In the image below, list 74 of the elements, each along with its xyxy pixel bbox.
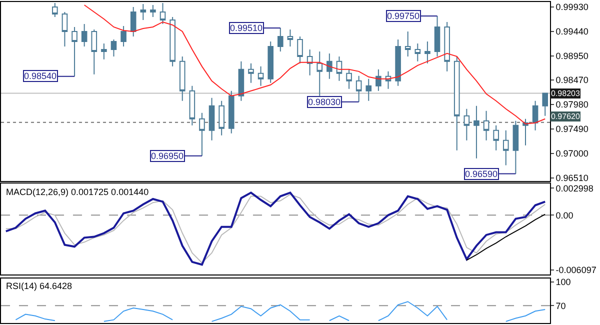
candlestick — [258, 66, 264, 86]
candlestick — [464, 108, 470, 141]
y-tick-label: 0.97000 — [556, 148, 588, 158]
chart-title: RSI(14) 64.6428 — [6, 281, 72, 291]
candlestick — [278, 27, 284, 52]
y-tick-label: 0.97490 — [556, 124, 588, 134]
candlestick — [160, 2, 166, 24]
annotation: 0.96590 — [465, 169, 498, 179]
candlestick — [268, 40, 274, 84]
candlestick — [522, 118, 528, 146]
candlestick — [502, 130, 509, 166]
candlestick — [493, 124, 499, 151]
candlestick — [356, 75, 362, 102]
candlestick — [120, 25, 126, 47]
candlestick — [110, 38, 117, 57]
candlestick — [150, 4, 156, 18]
candlestick — [444, 21, 450, 72]
y-tick-label: 0.97980 — [556, 100, 588, 110]
y-tick-label: -0.006097 — [556, 265, 596, 276]
annotation: 0.96950 — [151, 151, 184, 161]
y-tick-label: 0.99930 — [556, 2, 588, 12]
y-tick-label: 0.99440 — [556, 26, 588, 37]
candlestick — [336, 56, 342, 82]
candlestick — [208, 97, 215, 141]
y-tick-label: 0.00 — [556, 210, 574, 220]
candlestick — [228, 90, 234, 134]
candlestick — [130, 6, 136, 37]
candlestick — [81, 23, 88, 47]
candlestick — [532, 100, 538, 131]
candlestick — [72, 26, 78, 77]
annotation: 0.99510 — [230, 23, 263, 33]
candlestick — [326, 52, 332, 80]
candlestick — [306, 48, 313, 76]
ref-line-label: 0.98203 — [551, 89, 580, 98]
candlestick — [179, 56, 186, 102]
candlestick — [404, 30, 411, 57]
y-tick-label: 0.96510 — [556, 172, 588, 183]
candlestick — [140, 4, 146, 20]
candlestick — [483, 110, 490, 141]
candlestick — [238, 60, 244, 102]
candlestick — [474, 105, 480, 159]
candlestick — [287, 28, 294, 47]
candlestick — [434, 15, 440, 57]
candlestick — [454, 56, 460, 151]
candlestick — [52, 2, 58, 18]
candlestick — [542, 92, 548, 116]
candlestick — [297, 36, 303, 64]
candlestick — [189, 85, 196, 126]
y-tick-label: 0.98950 — [556, 51, 588, 62]
candlestick — [424, 40, 430, 64]
y-tick-label: 100 — [556, 277, 571, 288]
y-tick-label: 0.98470 — [556, 75, 588, 86]
candlestick — [395, 38, 401, 86]
annotation: 0.98030 — [308, 97, 341, 107]
candlestick — [512, 120, 519, 174]
candlestick — [62, 11, 68, 47]
annotation: 0.99750 — [387, 11, 420, 21]
candlestick — [170, 16, 176, 67]
candlestick — [248, 62, 254, 84]
candlestick — [414, 42, 421, 62]
candlestick — [366, 78, 372, 102]
candlestick — [218, 100, 224, 136]
candlestick — [346, 68, 352, 90]
candlestick — [376, 68, 382, 92]
ref-line-label: 0.97620 — [551, 112, 580, 121]
chart-title: MACD(12,26,9) 0.001725 0.001440 — [6, 187, 149, 197]
y-tick-label: 70 — [556, 300, 566, 311]
line-series — [84, 4, 546, 124]
candlestick — [101, 42, 107, 60]
annotation: 0.98540 — [24, 71, 57, 81]
y-tick-label: 0.002998 — [556, 183, 594, 194]
line-series — [466, 214, 546, 261]
candlestick — [91, 28, 98, 75]
candlestick — [199, 112, 205, 156]
